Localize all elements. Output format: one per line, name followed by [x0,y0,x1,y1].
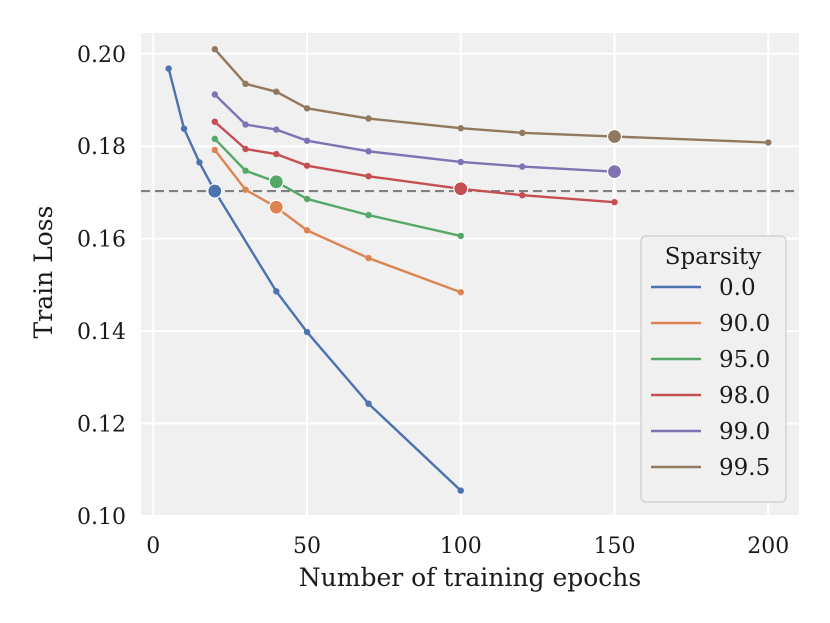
data-point [303,195,311,203]
data-point [365,173,372,180]
data-point [273,288,280,295]
data-point [519,129,526,137]
series-95.0 [211,135,464,240]
y-tick-label: 0.14 [77,320,126,345]
data-point [457,232,464,240]
series-0.0 [165,65,464,494]
data-point [303,227,311,234]
legend-label: 98.0 [719,383,770,409]
series-line [213,148,462,294]
series-99.0 [211,91,623,180]
data-point [519,163,526,170]
legend-label: 0.0 [719,275,756,301]
y-tick-label: 0.16 [77,228,126,253]
series-line [213,120,616,204]
data-point [765,139,772,146]
data-point [273,150,280,158]
y-tick-label: 0.12 [77,413,126,438]
data-point [211,91,218,98]
legend-label: 99.5 [719,455,770,481]
legend-entries: 0.0 90.0 95.0 98.0 99.0 99.5 [651,275,770,481]
highlight-point [268,199,284,215]
highlight-point [606,128,623,145]
data-point [303,328,311,336]
data-point [303,105,311,112]
series-90.0 [211,146,464,296]
highlight-point [207,183,223,199]
grid [141,33,799,517]
data-point [365,115,372,122]
data-point [365,211,372,219]
data-point [519,192,526,199]
x-axis-label: Number of training epochs [299,563,641,592]
data-point [273,88,280,95]
series-98.0 [211,118,618,206]
y-axis-label: Train Loss [29,206,58,339]
data-point [242,186,249,193]
y-tick-label: 0.10 [77,505,126,530]
data-point [457,125,464,132]
x-tick-label: 50 [293,534,321,559]
series-line [213,93,616,173]
data-point [457,158,464,166]
data-point [303,137,311,144]
legend-box [640,235,787,503]
data-point [365,148,372,155]
x-tick-label: 200 [747,534,789,559]
data-point [611,198,618,206]
data-point [242,80,249,88]
legend-label: 99.0 [719,419,770,445]
series-line [167,67,462,492]
data-point [180,125,188,132]
tick-labels: 0 50 100 150 200 0.10 0.12 0.14 0.16 0.18 0.20 [77,43,789,559]
data-point [196,159,203,166]
y-tick-label: 0.18 [77,135,126,160]
x-tick-label: 150 [594,534,636,559]
data-point [242,167,249,174]
x-tick-label: 100 [440,534,482,559]
highlight-point [453,181,469,197]
data-point [457,289,464,296]
data-point [242,121,249,128]
series-99.5 [211,45,772,146]
highlight-point [606,164,623,180]
data-point [211,135,218,143]
legend: Sparsity 0.0 90.0 95.0 98.0 99.0 99.5 [640,235,787,503]
legend-title: Sparsity [665,244,762,270]
data-point [211,45,218,53]
data-point [273,126,280,133]
data-point [457,487,464,494]
y-tick-label: 0.20 [77,43,126,68]
data-point [365,400,372,407]
series-layer [165,45,772,494]
data-point [365,254,372,262]
legend-label: 95.0 [719,347,770,373]
x-tick-label: 0 [146,534,160,559]
data-point [303,162,311,169]
data-point [211,146,218,154]
highlight-point [268,174,284,190]
series-line [213,137,462,238]
legend-label: 90.0 [719,311,770,337]
data-point [242,145,249,153]
data-point [165,65,172,72]
data-point [211,118,218,125]
